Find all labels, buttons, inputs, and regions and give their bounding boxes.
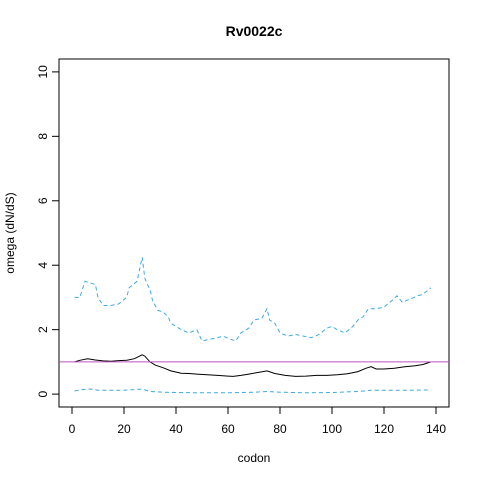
x-tick-label: 140 [426,422,446,436]
x-tick-label: 20 [117,422,131,436]
y-tick-label: 6 [36,197,50,204]
x-tick-label: 40 [169,422,183,436]
y-tick-label: 4 [36,262,50,269]
y-tick-label: 10 [36,65,50,79]
x-tick-label: 80 [273,422,287,436]
x-tick-label: 0 [69,422,76,436]
x-axis-label: codon [238,451,271,465]
x-tick-label: 120 [374,422,394,436]
chart-title: Rv0022c [226,23,283,39]
ci-band-line-2 [74,388,431,394]
x-tick-label: 100 [322,422,342,436]
omega-line-0 [74,354,431,377]
x-tick-label: 60 [221,422,235,436]
y-tick-label: 8 [36,133,50,140]
ci-band-line-1 [74,257,432,342]
y-axis-label: omega (dN/dS) [3,192,17,273]
series-layer [74,257,432,394]
plot-frame [58,58,450,408]
y-tick-label: 0 [36,390,50,397]
x-axis: 0 20 40 60 80 100 120 140 [69,406,446,436]
y-axis: 0 2 4 6 8 10 [36,65,60,397]
y-tick-label: 2 [36,326,50,333]
